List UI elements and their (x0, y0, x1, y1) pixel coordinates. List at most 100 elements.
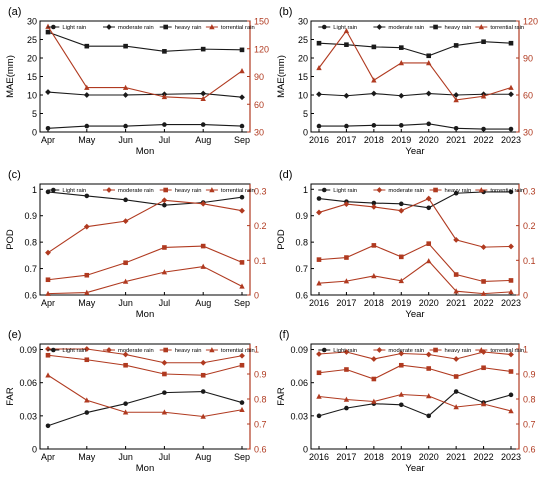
data-point (162, 49, 167, 54)
data-point (84, 123, 90, 129)
series-torrential-rain (316, 27, 514, 103)
legend-entry: torrential rain (221, 188, 255, 194)
data-point (425, 90, 432, 97)
data-point (239, 406, 245, 413)
y-left-tick-label: 0.03 (19, 411, 37, 421)
series-line (47, 199, 243, 254)
y-right-tick-label: 0 (254, 291, 259, 301)
panel-d: (d) 0.6 0.7 0.8 0.9 1 0 0.1 0.2 0.3 2016 2017 2018 20… (276, 169, 536, 320)
y-left-tick-label: 0.03 (290, 411, 308, 421)
legend-marker (209, 24, 215, 30)
data-point (426, 258, 432, 264)
y-right-tick-label: 0.3 (523, 186, 536, 196)
data-point (162, 390, 167, 395)
x-tick-label: 2019 (391, 452, 411, 462)
series-Light-rain (45, 389, 245, 429)
data-point (398, 391, 404, 397)
data-point (371, 398, 377, 404)
data-point (316, 280, 322, 286)
legend-marker (106, 347, 112, 353)
series-line (47, 191, 243, 206)
data-point (316, 351, 322, 357)
y-axis-label: MAE(mm) (276, 55, 287, 98)
panel-label: (e) (8, 329, 21, 341)
y-left-tick-label: 5 (32, 109, 37, 119)
panel-c: (c) 0.6 0.7 0.8 0.9 1 0 0.1 0.2 0.3 Apr May Jun Jul Au… (5, 169, 267, 320)
panel-b: (b) 0 5 10 15 20 25 30 30 60 90 120 2016 2017 2018 2019… (276, 6, 538, 157)
data-point (453, 97, 459, 103)
x-tick-label: Jun (118, 135, 133, 145)
data-point (453, 404, 459, 410)
y-right-tick-label: 90 (523, 54, 533, 64)
data-point (316, 257, 322, 262)
data-point (453, 126, 459, 131)
x-axis-label: Mon (136, 309, 154, 320)
legend: Light rain moderate rain heavy rain torrent… (47, 347, 255, 354)
x-tick-label: 2017 (336, 452, 356, 462)
legend-marker (478, 347, 485, 353)
data-point (316, 64, 322, 71)
legend-entry: torrential rain (490, 188, 524, 194)
y-left-tick-label: 0 (303, 445, 308, 455)
legend-marker (478, 187, 485, 193)
data-point (316, 40, 322, 46)
data-point (239, 68, 245, 74)
series-line (47, 26, 243, 100)
data-point (84, 410, 90, 415)
legend-marker (106, 187, 112, 193)
data-point (508, 288, 514, 295)
series-torrential-rain (316, 258, 514, 296)
y-right-tick-label: 90 (254, 72, 264, 82)
data-point (316, 209, 322, 216)
legend: Light rain moderate rain heavy rain torrent… (318, 187, 524, 194)
y-axis-label: POD (276, 229, 287, 250)
y-right-tick-label: 0.9 (523, 370, 536, 380)
data-point (344, 42, 349, 47)
data-point (84, 84, 90, 90)
x-axis-label: Year (405, 309, 424, 320)
data-point (200, 263, 206, 269)
y-left-tick-label: 15 (27, 72, 37, 82)
data-point (83, 223, 90, 230)
x-tick-label: 2017 (336, 135, 356, 145)
data-point (200, 90, 207, 97)
data-point (508, 351, 514, 358)
data-point (316, 413, 322, 419)
y-left-tick-label: 5 (303, 109, 308, 119)
data-point (344, 123, 349, 129)
data-point (200, 359, 207, 366)
data-point (83, 346, 90, 352)
data-point (344, 255, 349, 260)
series-line (318, 260, 512, 295)
data-point (45, 89, 51, 95)
legend-entry: heavy rain (175, 188, 202, 194)
data-point (508, 84, 514, 90)
series-torrential-rain (45, 23, 245, 101)
x-tick-label: 2016 (309, 135, 329, 145)
data-point (480, 401, 487, 407)
series-line (318, 351, 512, 360)
series-line (318, 29, 512, 101)
data-point (161, 409, 168, 415)
x-tick-label: 2017 (336, 298, 356, 308)
data-point (344, 367, 349, 372)
y-left-tick-label: 1 (32, 185, 37, 195)
data-point (161, 269, 168, 275)
data-point (84, 357, 90, 363)
legend-marker (163, 187, 168, 193)
data-point (398, 277, 404, 284)
legend-marker (51, 24, 56, 30)
data-point (239, 47, 245, 53)
series-moderate-rain (45, 197, 245, 256)
data-point (162, 122, 167, 127)
data-point (371, 123, 377, 128)
y-right-tick-label: 1 (254, 345, 259, 355)
y-right-tick-label: 0.6 (523, 445, 536, 455)
y-right-tick-label: 30 (523, 128, 533, 138)
data-point (239, 94, 245, 101)
data-point (316, 393, 322, 399)
x-tick-label: 2016 (309, 452, 329, 462)
series-Light-rain (316, 121, 514, 132)
data-point (453, 356, 460, 362)
